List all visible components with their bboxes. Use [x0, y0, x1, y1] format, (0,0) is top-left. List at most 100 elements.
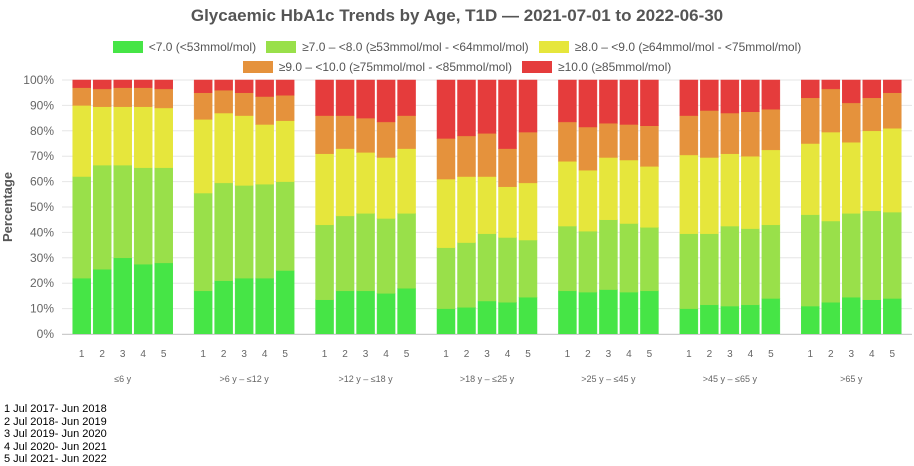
y-tick-label: 60%	[30, 175, 54, 189]
bar-segment-8to9	[599, 157, 617, 219]
bar-segment-7to8	[801, 215, 819, 306]
bar-segment-7to8	[93, 165, 111, 269]
bar-segment-9to10	[235, 93, 253, 116]
bar-segment-lt7	[235, 278, 253, 334]
period-note-4: 4 Jul 2020- Jun 2021	[4, 441, 107, 454]
bar-segment-9to10	[134, 88, 152, 107]
bar-segment-8to9	[93, 107, 111, 165]
x-tick-label: 5	[890, 349, 896, 360]
bar-segment-ge10	[579, 80, 597, 127]
y-tick-label: 100%	[23, 73, 54, 87]
x-tick-label: 2	[99, 349, 105, 360]
bar-segment-8to9	[801, 144, 819, 215]
x-tick-label: 5	[282, 349, 288, 360]
bar-segment-8to9	[336, 149, 354, 216]
bar-segment-lt7	[558, 291, 576, 334]
bar-segment-ge10	[499, 80, 517, 149]
bar-segment-8to9	[235, 116, 253, 186]
bar-segment-9to10	[741, 112, 759, 156]
x-tick-label: 4	[505, 349, 511, 360]
bar-segment-ge10	[377, 80, 395, 122]
group-label: >12 y – ≤18 y	[338, 374, 393, 384]
bar-segment-8to9	[114, 107, 132, 165]
bar-segment-ge10	[458, 80, 476, 136]
bar-segment-ge10	[194, 80, 212, 93]
bar-segment-ge10	[801, 80, 819, 98]
bar-segment-7to8	[155, 168, 173, 263]
bar-segment-lt7	[822, 302, 840, 334]
bar-segment-8to9	[579, 170, 597, 231]
bar-segment-lt7	[599, 290, 617, 334]
group-label: >25 y – ≤45 y	[581, 374, 636, 384]
bar-segment-ge10	[680, 80, 698, 116]
bar-segment-8to9	[499, 187, 517, 238]
x-tick-label: 1	[565, 349, 571, 360]
bar-segment-lt7	[842, 297, 860, 334]
x-tick-label: 4	[383, 349, 389, 360]
bar-segment-9to10	[700, 110, 718, 157]
x-tick-label: 3	[484, 349, 490, 360]
bar-segment-ge10	[519, 80, 537, 132]
bar-segment-8to9	[215, 113, 233, 183]
bar-segment-7to8	[883, 212, 901, 298]
bar-segment-7to8	[579, 231, 597, 292]
bar-segment-9to10	[215, 90, 233, 113]
bar-segment-9to10	[256, 97, 274, 125]
bar-segment-8to9	[640, 166, 658, 227]
bar-segment-7to8	[499, 237, 517, 302]
period-note-3: 3 Jul 2019- Jun 2020	[4, 428, 107, 441]
bar-segment-lt7	[93, 269, 111, 334]
bar-segment-8to9	[680, 155, 698, 234]
bar-segment-9to10	[599, 123, 617, 157]
bar-segment-8to9	[842, 142, 860, 213]
bar-segment-7to8	[762, 225, 780, 299]
bar-segment-ge10	[256, 80, 274, 97]
bar-segment-7to8	[316, 225, 334, 300]
y-tick-label: 90%	[30, 98, 54, 112]
bar-segment-ge10	[721, 80, 739, 113]
bar-segment-ge10	[316, 80, 334, 116]
bar-segment-ge10	[155, 80, 173, 89]
bar-segment-lt7	[114, 258, 132, 334]
x-tick-label: 1	[808, 349, 814, 360]
x-tick-label: 3	[363, 349, 369, 360]
x-tick-label: 2	[221, 349, 227, 360]
bar-segment-9to10	[620, 124, 638, 160]
bar-segment-9to10	[762, 109, 780, 150]
bar-segment-8to9	[276, 121, 294, 182]
y-tick-label: 80%	[30, 124, 54, 138]
x-tick-label: 3	[120, 349, 126, 360]
x-tick-label: 3	[241, 349, 247, 360]
bar-segment-ge10	[762, 80, 780, 109]
x-tick-label: 2	[707, 349, 713, 360]
bar-segment-7to8	[398, 213, 416, 288]
bar-segment-8to9	[155, 108, 173, 168]
bar-segment-7to8	[478, 234, 496, 301]
x-tick-label: 1	[79, 349, 85, 360]
bar-segment-ge10	[842, 80, 860, 103]
bar-segment-8to9	[256, 124, 274, 184]
bar-segment-ge10	[558, 80, 576, 122]
bar-segment-7to8	[721, 226, 739, 306]
x-tick-label: 3	[849, 349, 855, 360]
bar-segment-7to8	[822, 221, 840, 302]
bar-segment-9to10	[801, 98, 819, 144]
bar-segment-7to8	[336, 216, 354, 291]
period-note-2: 2 Jul 2018- Jun 2019	[4, 416, 107, 429]
group-label: >45 y – ≤65 y	[703, 374, 758, 384]
bar-segment-7to8	[437, 248, 455, 309]
bar-segment-9to10	[458, 136, 476, 177]
bar-segment-9to10	[478, 133, 496, 176]
period-note-5: 5 Jul 2021- Jun 2022	[4, 453, 107, 466]
bar-segment-ge10	[700, 80, 718, 110]
bar-segment-8to9	[398, 149, 416, 214]
bar-segment-8to9	[721, 154, 739, 226]
bar-segment-lt7	[215, 281, 233, 334]
bar-segment-lt7	[499, 302, 517, 334]
bar-segment-7to8	[842, 213, 860, 297]
bar-segment-lt7	[194, 291, 212, 334]
bar-segment-8to9	[558, 161, 576, 226]
x-tick-label: 4	[140, 349, 146, 360]
bar-segment-lt7	[155, 263, 173, 334]
group-label: >18 y – ≤25 y	[460, 374, 515, 384]
